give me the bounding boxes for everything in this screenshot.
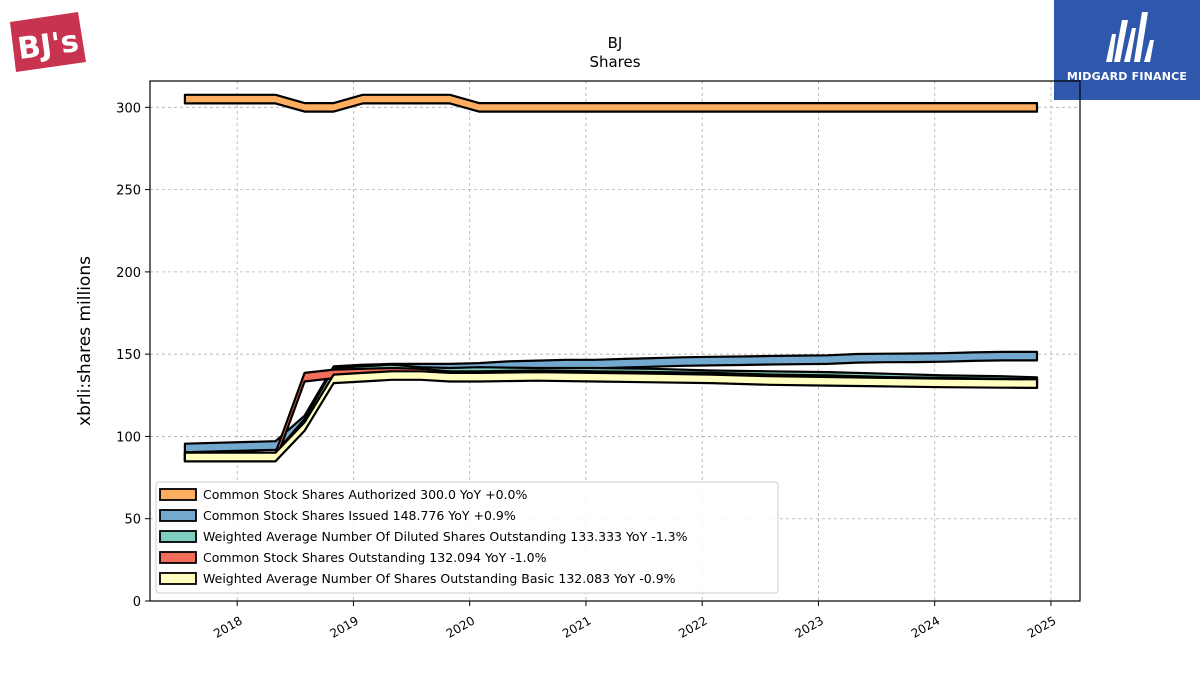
- legend-label: Weighted Average Number Of Shares Outsta…: [203, 571, 676, 586]
- series-bands: [183, 93, 1039, 463]
- legend-label: Common Stock Shares Authorized 300.0 YoY…: [203, 487, 527, 502]
- y-tick-label: 200: [116, 266, 141, 281]
- chart-subtitle: Shares: [589, 53, 640, 71]
- x-tick-label: 2020: [444, 613, 477, 640]
- chart-title: BJ: [608, 34, 623, 52]
- legend-swatch: [159, 509, 197, 522]
- x-axis-ticks: 2018 2019 2020 2021 2022 2023 2024 2025: [211, 601, 1058, 641]
- y-axis-ticks: 0 50 100 150 200 250 300: [116, 101, 150, 610]
- y-tick-label: 50: [124, 513, 141, 528]
- x-tick-label: 2018: [211, 613, 244, 640]
- bjs-logo: BJ's: [10, 12, 86, 72]
- plot-frame: [149, 80, 1081, 602]
- y-axis-label: xbrli:shares millions: [75, 256, 95, 426]
- series-band-0: [183, 93, 1039, 113]
- y-tick-label: 300: [116, 101, 141, 116]
- y-tick-label: 250: [116, 184, 141, 199]
- series-band-1: [183, 350, 1039, 454]
- x-tick-label: 2021: [560, 613, 593, 640]
- legend-box: [155, 481, 779, 594]
- x-tick-label: 2022: [676, 613, 709, 640]
- legend-label: Common Stock Shares Outstanding 132.094 …: [203, 550, 547, 565]
- legend-label: Common Stock Shares Issued 148.776 YoY +…: [203, 508, 516, 523]
- midgard-emblem-icon: [1106, 12, 1154, 62]
- x-tick-label: 2019: [327, 613, 360, 640]
- legend-swatch: [159, 551, 197, 564]
- legend-swatch: [159, 572, 197, 585]
- x-tick-label: 2023: [792, 613, 825, 640]
- legend-label: Weighted Average Number Of Diluted Share…: [203, 529, 688, 544]
- legend-swatch: [159, 488, 197, 501]
- y-tick-label: 150: [116, 348, 141, 363]
- x-tick-label: 2024: [909, 613, 942, 640]
- bjs-logo-text: BJ's: [16, 24, 81, 67]
- series-band-4: [183, 370, 1039, 463]
- chart-legend: Common Stock Shares Authorized 300.0 YoY…: [155, 481, 779, 594]
- y-tick-label: 100: [116, 430, 141, 445]
- midgard-finance-logo: MIDGARD FINANCE: [1054, 0, 1200, 100]
- x-tick-label: 2025: [1025, 613, 1058, 640]
- midgard-logo-text: MIDGARD FINANCE: [1066, 70, 1188, 83]
- legend-swatch: [159, 530, 197, 543]
- y-tick-label: 0: [133, 595, 141, 610]
